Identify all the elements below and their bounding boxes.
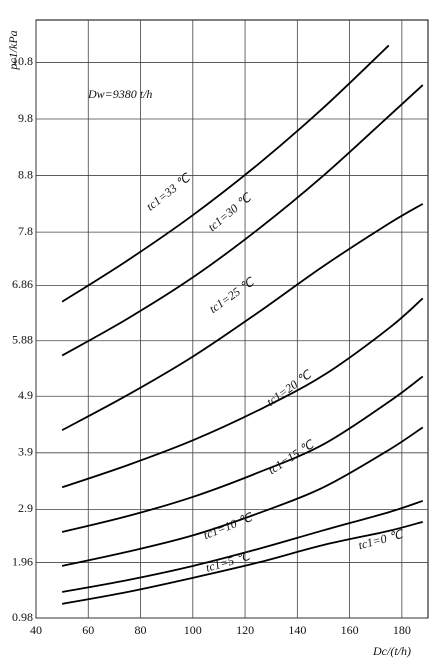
x-tick-label: 80	[135, 623, 147, 637]
curve-label: tc1=5 ℃	[204, 548, 253, 574]
curve	[61, 203, 424, 431]
curve-label: tc1=33 ℃	[144, 170, 194, 213]
x-tick-label: 40	[30, 623, 42, 637]
curve	[61, 375, 424, 533]
curve	[61, 500, 424, 593]
y-tick-label: 6.86	[12, 277, 33, 291]
y-tick-label: 1.96	[12, 554, 33, 568]
y-tick-label: 3.9	[18, 445, 33, 459]
x-axis-label: Dc/(t/h)	[372, 644, 411, 658]
curve	[61, 426, 424, 567]
x-tick-label: 160	[341, 623, 359, 637]
curve	[61, 84, 424, 357]
curve	[61, 520, 424, 605]
y-tick-label: 7.8	[18, 224, 33, 238]
y-tick-label: 2.9	[18, 501, 33, 515]
x-tick-label: 100	[184, 623, 202, 637]
curve-label: tc1=30 ℃	[205, 190, 255, 234]
curve-label: tc1=0 ℃	[357, 527, 406, 553]
y-tick-label: 0.98	[12, 610, 33, 624]
curve-label: tc1=15 ℃	[265, 437, 317, 477]
annotation: Dw=9380 t/h	[87, 87, 152, 101]
curve-label: tc1=20 ℃	[264, 367, 315, 409]
x-tick-label: 180	[393, 623, 411, 637]
x-tick-label: 140	[288, 623, 306, 637]
curve-label: tc1=10 ℃	[201, 510, 255, 543]
curve	[61, 44, 390, 303]
y-tick-label: 5.88	[12, 333, 33, 347]
y-axis-label: pc1/kPa	[6, 30, 20, 70]
x-tick-label: 120	[236, 623, 254, 637]
x-tick-label: 60	[82, 623, 94, 637]
y-tick-label: 8.8	[18, 167, 33, 181]
curve-label: tc1=25 ℃	[206, 274, 257, 316]
curve	[61, 297, 424, 489]
y-tick-label: 9.8	[18, 111, 33, 125]
y-tick-label: 10.8	[12, 54, 33, 68]
y-tick-label: 4.9	[18, 388, 33, 402]
